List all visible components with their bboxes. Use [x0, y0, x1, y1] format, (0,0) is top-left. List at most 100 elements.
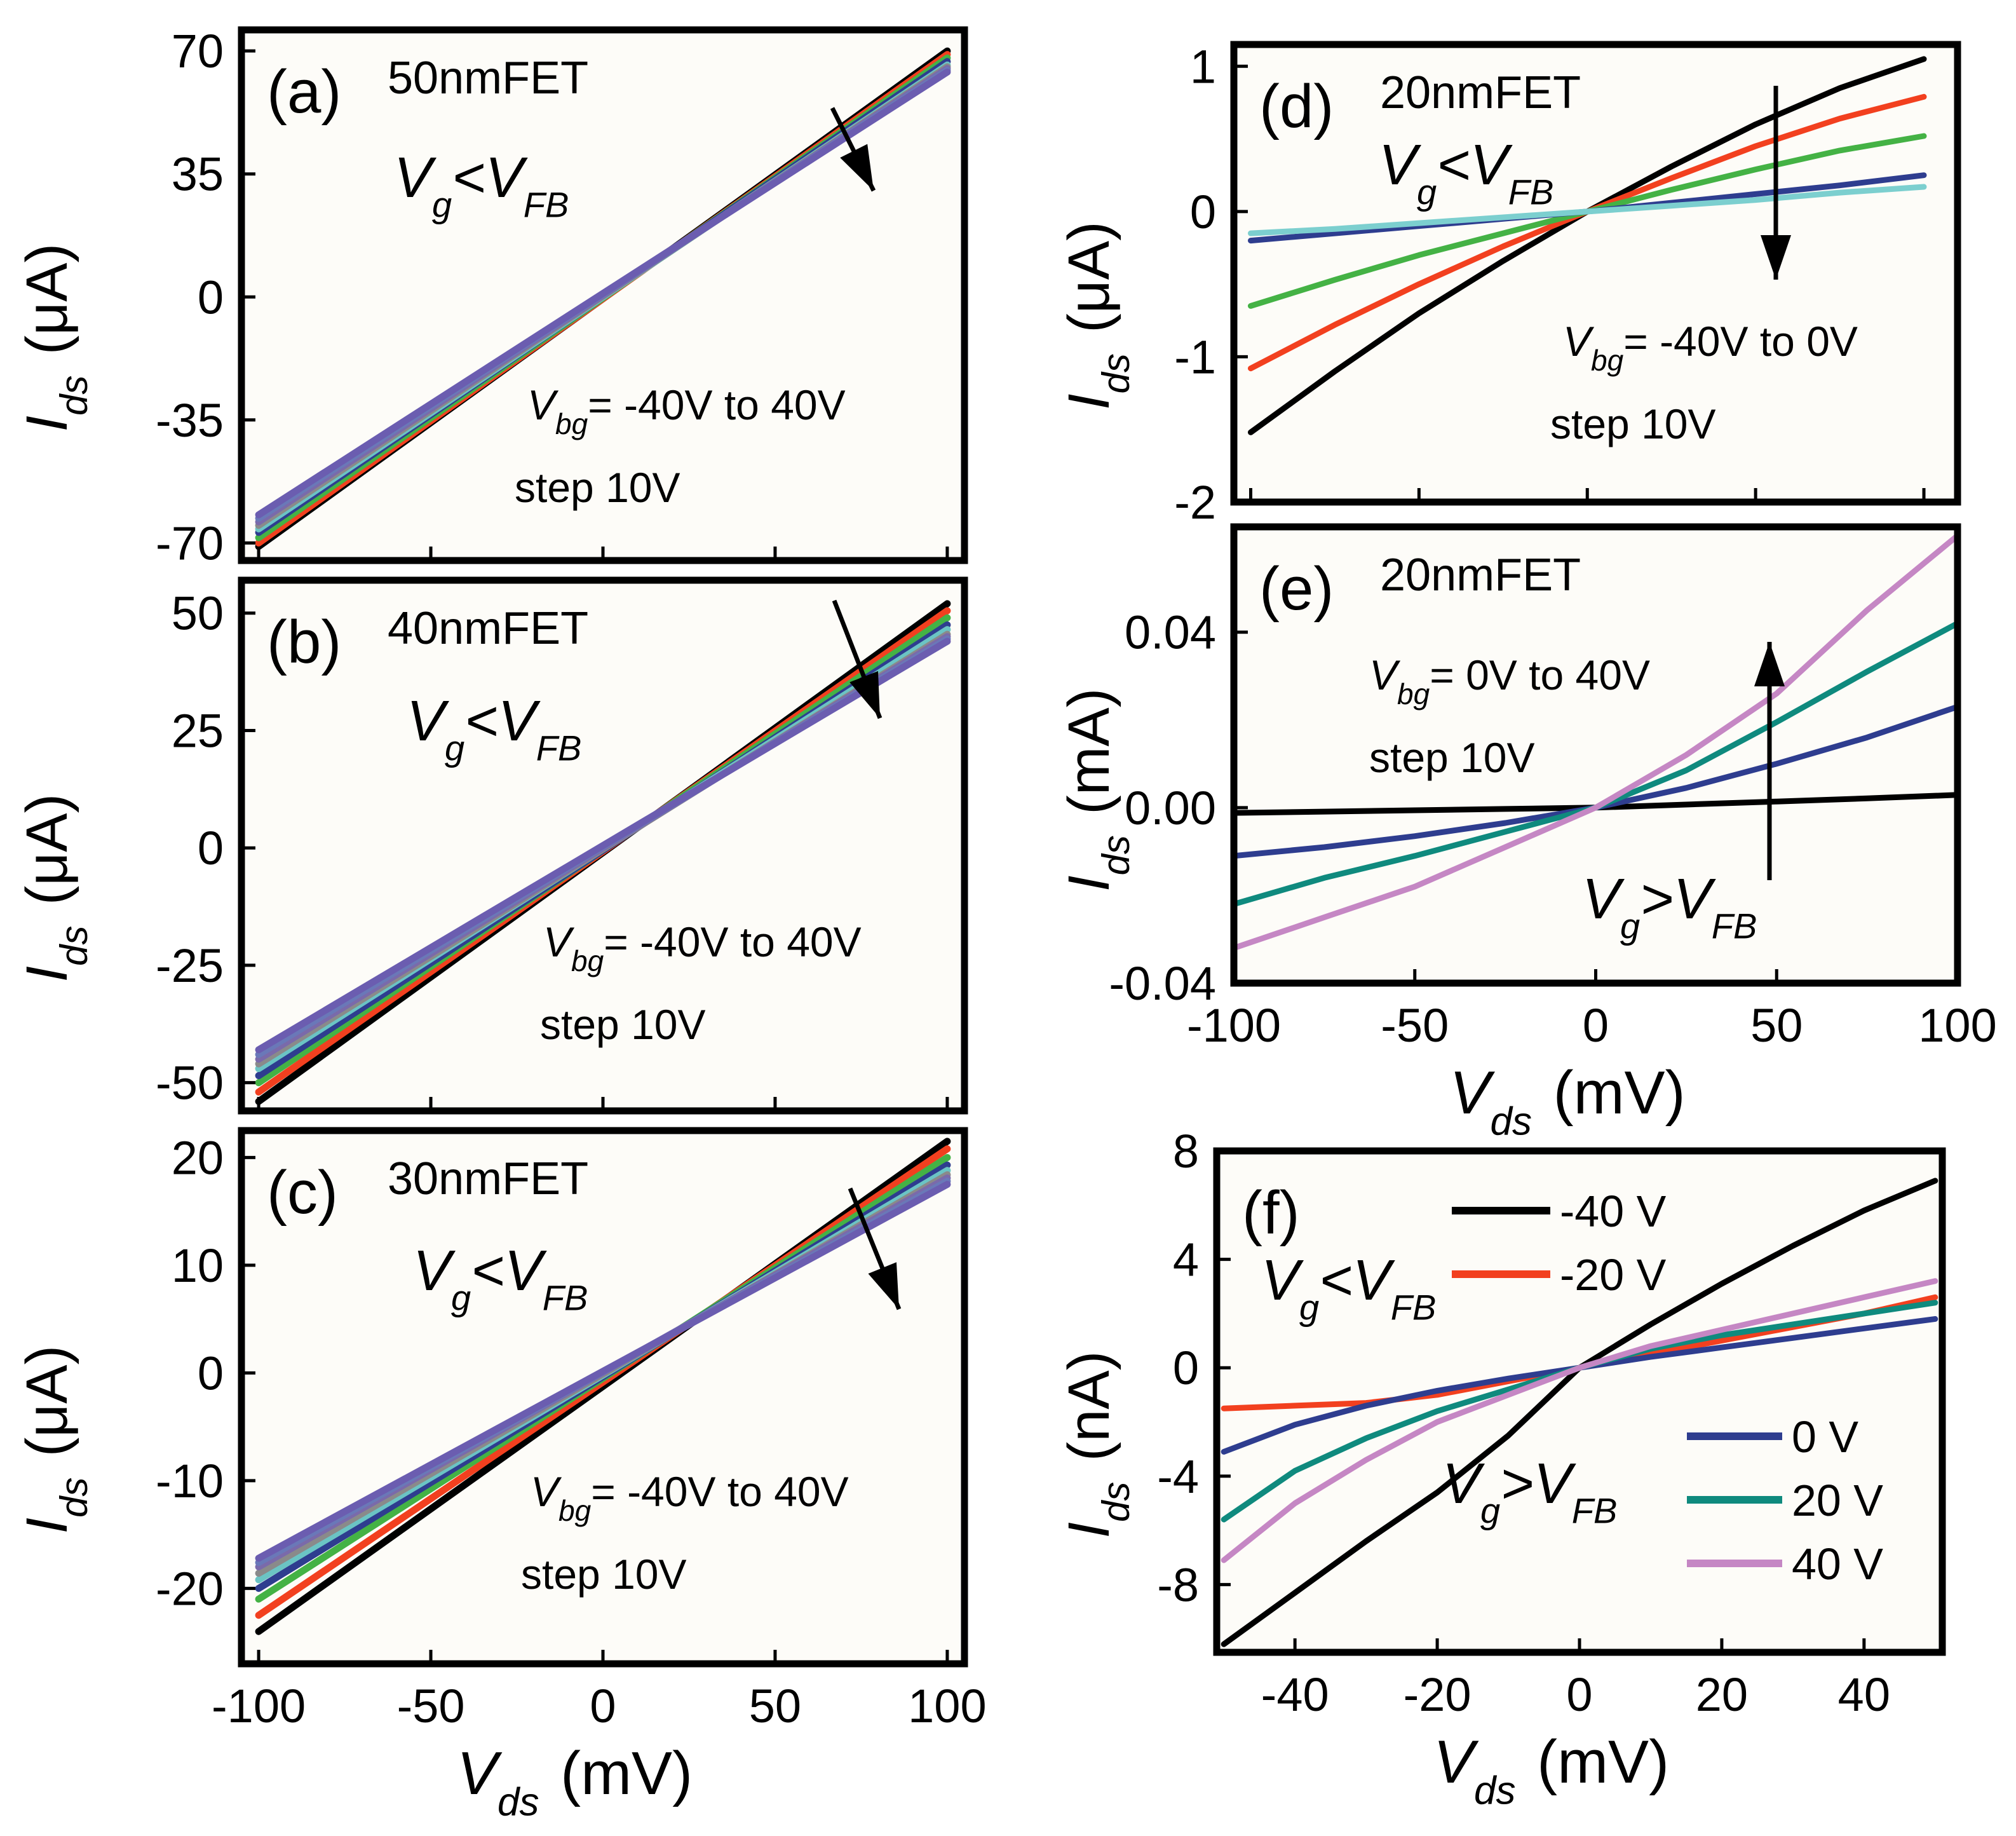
bias-b-main: V — [543, 918, 575, 965]
bias-e-text: Vbg= 0V to 40V — [1369, 651, 1650, 711]
step-d: step 10V — [1550, 400, 1716, 447]
x-tick-label: -100 — [212, 1680, 306, 1732]
x-tick-label: -40 — [1261, 1668, 1329, 1721]
y-tick-label: 10 — [172, 1239, 224, 1292]
condition-d: Vg<VFB — [1379, 133, 1553, 212]
condition-f: Vg<VFB — [1261, 1249, 1436, 1328]
x-axis-label: Vds (mV) — [457, 1739, 693, 1825]
x-axis-label-main: V — [1433, 1728, 1479, 1796]
device-label: 40nmFET — [388, 603, 588, 654]
panel-a: 70 35 0 -35 -70 Ids (μA) (a) 50nmFET — [15, 25, 968, 569]
x-tick-label: 20 — [1696, 1668, 1748, 1721]
x-tick-label: 100 — [908, 1680, 986, 1732]
bias-e-sub: bg — [1397, 677, 1430, 711]
legend-f: -40 V -20 V 0 V 20 V 40 V — [1452, 1187, 1883, 1589]
condition-f-sub2: FB — [1391, 1288, 1437, 1328]
step-c: step 10V — [521, 1551, 687, 1598]
y-axis-label: Ids (μA) — [15, 1345, 95, 1534]
x-axis-label: Vds (mV) — [1433, 1728, 1669, 1813]
condition-d-rel: <V — [1437, 133, 1513, 197]
device-label: 20nmFET — [1380, 67, 1581, 118]
bias-d-sub: bg — [1591, 344, 1624, 377]
x-axis-label-unit: (mV) — [1553, 1059, 1686, 1127]
bias-a-sub: bg — [555, 407, 588, 440]
y-axis-label-sub: ds — [1095, 835, 1137, 875]
legend-label: -40 V — [1560, 1187, 1667, 1236]
step-a: step 10V — [515, 464, 680, 511]
y-tick-label: 0 — [1173, 1342, 1199, 1394]
condition-b: Vg<VFB — [407, 690, 581, 768]
y-tick-label: 4 — [1173, 1234, 1199, 1286]
condition-e-rel: >V — [1640, 867, 1717, 931]
bias-d-rest: = -40V to 0V — [1623, 318, 1858, 365]
device-label: 20nmFET — [1380, 550, 1581, 601]
bias-b-text: Vbg= -40V to 40V — [543, 918, 862, 977]
bias-b-sub: bg — [571, 944, 604, 977]
condition-e-sub2: FB — [1712, 906, 1757, 946]
x-tick-label: 0 — [1583, 999, 1609, 1052]
series-line-40V — [1221, 1278, 1938, 1563]
bias-c: Vbg= -40V to 40V — [531, 1468, 849, 1527]
panel-label: (e) — [1259, 555, 1334, 623]
y-axis-label: Ids (nA) — [1057, 1351, 1137, 1539]
y-tick-label: -50 — [156, 1057, 224, 1110]
y-axis-label-unit: (μA) — [1057, 221, 1121, 333]
y-tick-label: 0 — [198, 271, 224, 323]
x-tick-label: 50 — [749, 1680, 801, 1732]
y-axis-label-main: I — [15, 966, 79, 983]
step-e: step 10V — [1369, 734, 1535, 781]
condition-c-main: V — [413, 1239, 456, 1303]
y-axis-label-text: Ids (μA) — [15, 794, 95, 983]
x-axis-label-main: V — [1450, 1059, 1496, 1127]
series-group — [255, 600, 951, 1105]
step-b: step 10V — [540, 1001, 706, 1048]
trend-arrow-c-head — [868, 1262, 899, 1309]
series-group — [1248, 56, 1927, 435]
y-tick-label: 20 — [172, 1131, 224, 1184]
condition-c-text: Vg<VFB — [413, 1239, 588, 1318]
y-tick-label: 70 — [172, 25, 224, 78]
condition-c-rel: <V — [471, 1239, 548, 1303]
x-axis-label: Vds (mV) — [1450, 1059, 1686, 1144]
x-axis-label-sub: ds — [1474, 1769, 1515, 1813]
y-axis-label: Ids (μA) — [15, 243, 95, 432]
series-group — [1221, 1178, 1938, 1647]
x-tick-label: 40 — [1838, 1668, 1890, 1721]
y-axis-label-sub: ds — [53, 1478, 95, 1518]
trend-arrow-d-head — [1761, 235, 1791, 280]
condition-a-rel: <V — [452, 146, 529, 210]
x-axis-label-text: Vds (mV) — [457, 1739, 693, 1825]
y-axis-label-text: Ids (μA) — [1057, 221, 1137, 410]
condition2-f-sub2: FB — [1572, 1491, 1618, 1531]
series-line-40V — [255, 1181, 951, 1562]
condition2-f-rel: >V — [1500, 1452, 1577, 1516]
y-axis-label-text: Ids (μA) — [15, 1345, 95, 1534]
y-tick-label: 0.00 — [1125, 782, 1216, 834]
x-axis-label-unit: (mV) — [1537, 1728, 1669, 1796]
condition-c-sub: g — [451, 1278, 471, 1318]
bias-a-rest: = -40V to 40V — [588, 381, 845, 428]
x-axis-label-sub: ds — [1491, 1100, 1532, 1144]
bias-c-main: V — [531, 1468, 562, 1515]
condition-f-text: Vg<VFB — [1261, 1249, 1436, 1328]
y-axis-label-main: I — [15, 1518, 79, 1534]
legend-label: 20 V — [1792, 1476, 1883, 1525]
x-axis-label-main: V — [457, 1739, 503, 1807]
bias-e-rest: = 0V to 40V — [1430, 651, 1650, 698]
y-axis-label-main: I — [15, 416, 79, 432]
y-tick-label: 35 — [172, 148, 224, 201]
panel-label: (f) — [1242, 1179, 1300, 1247]
y-tick-label: 8 — [1173, 1125, 1199, 1178]
bias-e-main: V — [1369, 651, 1401, 698]
series-line-0V — [1248, 184, 1927, 236]
condition-f-main: V — [1261, 1249, 1304, 1312]
condition-a-main: V — [394, 146, 437, 210]
bias-c-rest: = -40V to 40V — [591, 1468, 848, 1515]
x-tick-label: -20 — [1404, 1668, 1471, 1721]
panel-label: (d) — [1259, 72, 1334, 140]
condition-a-sub2: FB — [524, 185, 569, 225]
x-axis-label-text: Vds (mV) — [1433, 1728, 1669, 1813]
trend-arrow-a-head — [840, 144, 874, 191]
y-axis-label-text: Ids (μA) — [15, 243, 95, 432]
